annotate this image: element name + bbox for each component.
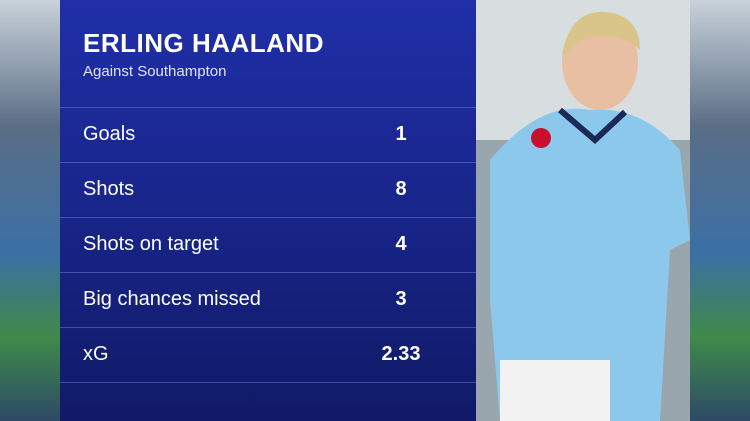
stadium-right [690, 0, 750, 421]
stat-label: Shots [83, 178, 135, 200]
stat-label: Shots on target [83, 233, 219, 255]
stat-label: Goals [83, 123, 136, 145]
stat-label: xG [83, 343, 109, 365]
stat-value: 2.33 [381, 343, 421, 365]
stat-row: Shots on target 4 [60, 217, 476, 272]
stat-row: Shots 8 [60, 162, 476, 217]
stadium-left [0, 0, 60, 421]
stat-row: xG 2.33 [60, 327, 476, 383]
stat-row: Big chances missed 3 [60, 272, 476, 327]
stats-panel: ERLING HAALAND Against Southampton Goals… [60, 0, 476, 421]
stat-value: 4 [395, 233, 407, 255]
stat-row: Goals 1 [60, 107, 476, 162]
stat-label: Big chances missed [83, 288, 261, 310]
stat-value: 3 [395, 288, 407, 310]
stat-value: 1 [395, 123, 407, 145]
player-photo [476, 0, 690, 421]
player-name: ERLING HAALAND [83, 28, 324, 58]
opponent: Against Southampton [83, 63, 227, 80]
stat-value: 8 [395, 178, 407, 200]
stats-table: Goals 1 Shots 8 Shots on target 4 Big chances … [60, 107, 476, 383]
